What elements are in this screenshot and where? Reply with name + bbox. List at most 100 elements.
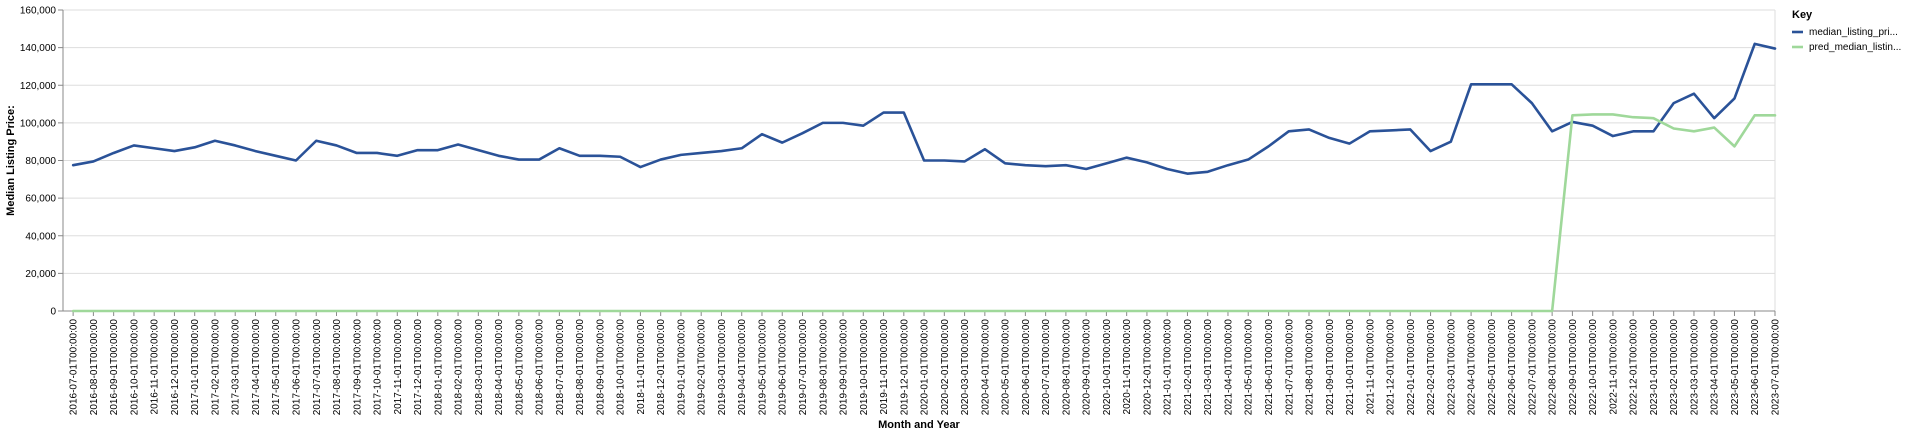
x-tick-label: 2019-12-01T00:00:00 (899, 319, 910, 416)
y-tick-label: 0 (50, 307, 56, 318)
x-axis: 2016-07-01T00:00:00 2016-08-01T00:00:00 20… (63, 310, 1782, 416)
x-tick-label: 2017-09-01T00:00:00 (352, 319, 363, 416)
x-tick-label: 2022-12-01T00:00:00 (1629, 319, 1640, 416)
x-tick-label: 2016-09-01T00:00:00 (109, 319, 120, 416)
x-tick-label: 2019-03-01T00:00:00 (717, 319, 728, 416)
x-tick-label: 2023-06-01T00:00:00 (1750, 319, 1761, 416)
x-tick-label: 2017-10-01T00:00:00 (373, 319, 384, 416)
x-tick-label: 2017-01-01T00:00:00 (190, 319, 201, 416)
x-tick-label: 2023-01-01T00:00:00 (1649, 319, 1660, 416)
x-tick-label: 2020-09-01T00:00:00 (1082, 319, 1093, 416)
x-tick-label: 2021-08-01T00:00:00 (1305, 319, 1316, 416)
x-tick-label: 2022-03-01T00:00:00 (1446, 319, 1457, 416)
x-tick-label: 2020-01-01T00:00:00 (920, 319, 931, 416)
x-tick-label: 2016-12-01T00:00:00 (170, 319, 181, 416)
x-tick-label: 2021-01-01T00:00:00 (1163, 319, 1174, 416)
x-tick-label: 2017-04-01T00:00:00 (251, 319, 262, 416)
x-tick-label: 2019-06-01T00:00:00 (778, 319, 789, 416)
x-tick-label: 2018-09-01T00:00:00 (595, 319, 606, 416)
x-tick-label: 2018-04-01T00:00:00 (494, 319, 505, 416)
y-tick-label: 140,000 (20, 43, 57, 54)
x-tick-label: 2023-03-01T00:00:00 (1689, 319, 1700, 416)
gridlines (63, 9, 1776, 312)
x-tick-label: 2023-02-01T00:00:00 (1669, 319, 1680, 416)
x-tick-label: 2019-01-01T00:00:00 (676, 319, 687, 416)
series-line-pred-median-listing-price (71, 113, 1777, 313)
y-tick-label: 120,000 (20, 81, 57, 92)
x-tick-label: 2018-03-01T00:00:00 (474, 319, 485, 416)
x-tick-label: 2019-02-01T00:00:00 (697, 319, 708, 416)
x-tick-label: 2020-10-01T00:00:00 (1102, 319, 1113, 416)
x-tick-label: 2019-11-01T00:00:00 (879, 319, 890, 415)
x-tick-label: 2017-03-01T00:00:00 (231, 319, 242, 416)
x-tick-label: 2023-07-01T00:00:00 (1771, 319, 1782, 416)
x-tick-label: 2019-10-01T00:00:00 (859, 319, 870, 416)
y-tick-label: 80,000 (25, 156, 56, 167)
x-tick-label: 2018-06-01T00:00:00 (535, 319, 546, 416)
y-tick-label: 160,000 (20, 6, 57, 17)
x-tick-label: 2017-07-01T00:00:00 (312, 319, 323, 416)
x-axis-title: Month and Year (878, 419, 960, 431)
x-tick-label: 2021-06-01T00:00:00 (1264, 319, 1275, 416)
x-tick-label: 2018-05-01T00:00:00 (514, 319, 525, 416)
x-tick-label: 2021-09-01T00:00:00 (1325, 319, 1336, 416)
x-tick-label: 2019-07-01T00:00:00 (798, 319, 809, 416)
x-tick-label: 2017-11-01T00:00:00 (393, 319, 404, 415)
x-tick-label: 2022-05-01T00:00:00 (1487, 319, 1498, 416)
x-tick-label: 2017-12-01T00:00:00 (413, 319, 424, 416)
x-tick-label: 2022-04-01T00:00:00 (1467, 319, 1478, 416)
x-tick-label: 2020-06-01T00:00:00 (1021, 319, 1032, 416)
series-line-median-listing-price (71, 42, 1777, 175)
x-tick-label: 2018-01-01T00:00:00 (433, 319, 444, 416)
legend-title: Key (1792, 9, 1813, 21)
x-tick-label: 2017-02-01T00:00:00 (210, 319, 221, 416)
x-tick-label: 2022-01-01T00:00:00 (1406, 319, 1417, 416)
x-tick-label: 2023-05-01T00:00:00 (1730, 319, 1741, 416)
x-tick-label: 2018-08-01T00:00:00 (575, 319, 586, 416)
x-tick-label: 2021-10-01T00:00:00 (1345, 319, 1356, 416)
legend-items: median_listing_pri... pred_median_listin.… (1792, 27, 1901, 53)
x-tick-label: 2018-07-01T00:00:00 (555, 319, 566, 416)
x-tick-label: 2018-12-01T00:00:00 (656, 319, 667, 416)
x-tick-label: 2022-10-01T00:00:00 (1588, 319, 1599, 416)
y-axis: 0 20,000 40,000 60,000 80,000 100,000 120,000 1… (20, 6, 64, 318)
x-tick-label: 2022-06-01T00:00:00 (1507, 319, 1518, 416)
x-tick-label: 2020-05-01T00:00:00 (1001, 319, 1012, 416)
legend: Key median_listing_pri... pred_median_lis… (1792, 9, 1901, 53)
x-tick-label: 2016-08-01T00:00:00 (89, 319, 100, 416)
x-tick-label: 2016-07-01T00:00:00 (69, 319, 80, 416)
x-tick-label: 2019-05-01T00:00:00 (757, 319, 768, 416)
series-lines (71, 42, 1777, 313)
y-tick-label: 60,000 (25, 194, 56, 205)
x-tick-label: 2022-02-01T00:00:00 (1426, 319, 1437, 416)
x-tick-label: 2018-10-01T00:00:00 (616, 319, 627, 416)
legend-label: median_listing_pri... (1809, 27, 1898, 38)
x-tick-label: 2021-11-01T00:00:00 (1365, 319, 1376, 415)
legend-label: pred_median_listin... (1809, 42, 1901, 53)
y-tick-label: 40,000 (25, 231, 56, 242)
x-tick-label: 2022-09-01T00:00:00 (1568, 319, 1579, 416)
x-tick-label: 2016-11-01T00:00:00 (150, 319, 161, 415)
x-tick-label: 2021-02-01T00:00:00 (1183, 319, 1194, 416)
x-tick-label: 2016-10-01T00:00:00 (129, 319, 140, 416)
x-tick-label: 2017-06-01T00:00:00 (291, 319, 302, 416)
legend-item: pred_median_listin... (1792, 42, 1901, 53)
x-tick-label: 2020-02-01T00:00:00 (940, 319, 951, 416)
x-tick-label: 2022-08-01T00:00:00 (1548, 319, 1559, 416)
x-tick-label: 2021-12-01T00:00:00 (1386, 319, 1397, 416)
y-tick-label: 100,000 (20, 118, 57, 129)
x-tick-label: 2019-08-01T00:00:00 (818, 319, 829, 416)
x-tick-label: 2021-03-01T00:00:00 (1203, 319, 1214, 416)
x-tick-label: 2021-05-01T00:00:00 (1244, 319, 1255, 416)
legend-item: median_listing_pri... (1792, 27, 1898, 38)
x-tick-label: 2017-05-01T00:00:00 (271, 319, 282, 416)
x-tick-label: 2020-04-01T00:00:00 (980, 319, 991, 416)
x-tick-label: 2019-09-01T00:00:00 (839, 319, 850, 416)
y-tick-label: 20,000 (25, 269, 56, 280)
x-tick-label: 2023-04-01T00:00:00 (1710, 319, 1721, 416)
x-tick-label: 2017-08-01T00:00:00 (332, 319, 343, 416)
x-tick-label: 2018-11-01T00:00:00 (636, 319, 647, 415)
x-tick-label: 2022-11-01T00:00:00 (1608, 319, 1619, 415)
